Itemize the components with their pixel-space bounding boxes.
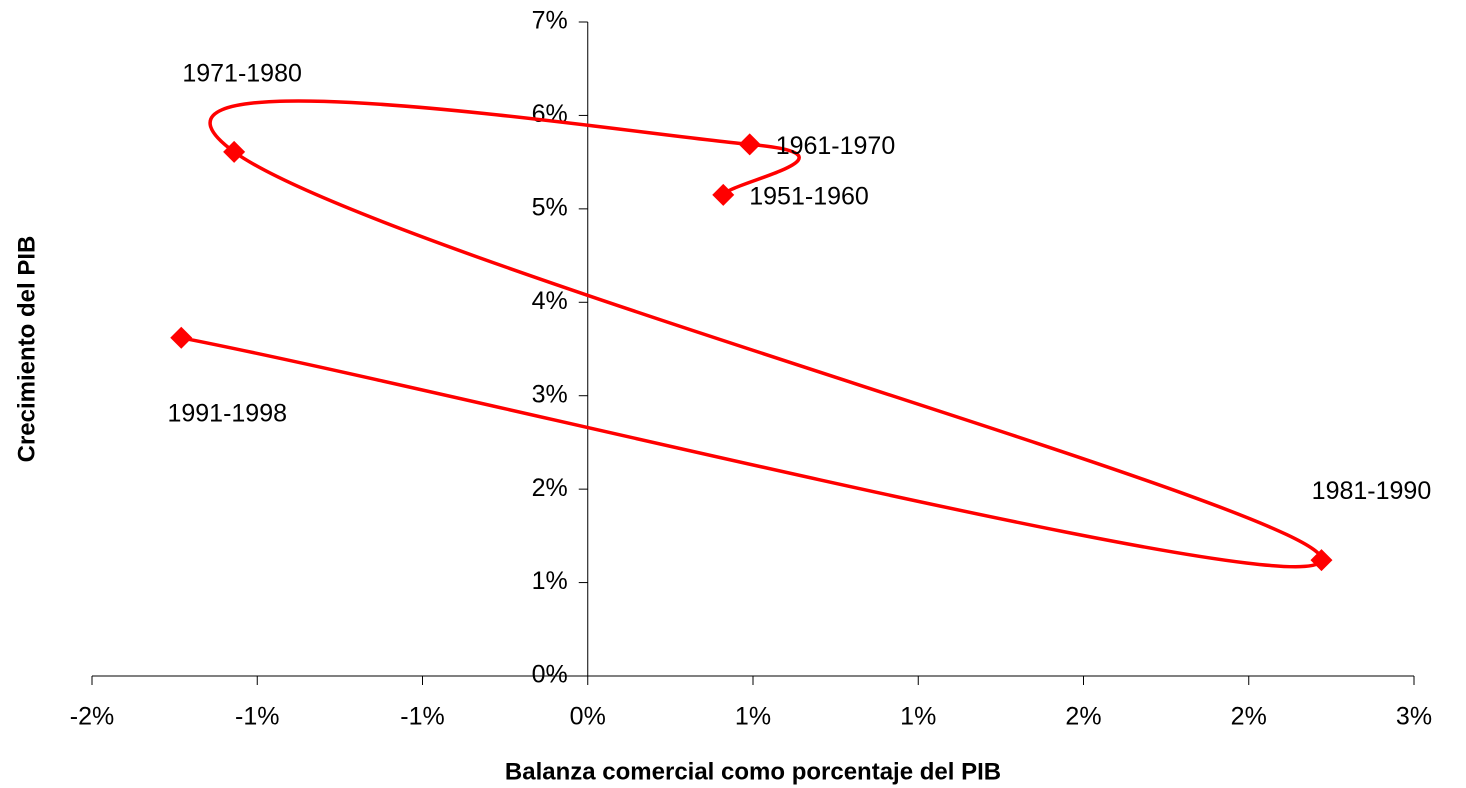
x-tick-label: 2% bbox=[1231, 703, 1267, 731]
point-label: 1991-1998 bbox=[167, 399, 287, 427]
x-tick-label: 1% bbox=[735, 703, 771, 731]
x-tick-label: -1% bbox=[400, 703, 444, 731]
x-tick-label: 1% bbox=[900, 703, 936, 731]
data-point bbox=[1310, 549, 1333, 572]
point-label: 1961-1970 bbox=[776, 132, 896, 160]
series-line bbox=[180, 99, 1324, 569]
x-axis-title: Balanza comercial como porcentaje del PI… bbox=[505, 758, 1001, 785]
x-tick-label: 3% bbox=[1396, 703, 1432, 731]
data-point bbox=[712, 183, 735, 206]
data-point bbox=[738, 133, 761, 156]
y-tick-label: 3% bbox=[532, 380, 568, 408]
x-tick-label: -2% bbox=[70, 703, 114, 731]
y-tick-label: 0% bbox=[532, 661, 568, 689]
point-label: 1981-1990 bbox=[1312, 477, 1432, 505]
data-point bbox=[223, 140, 246, 163]
y-tick-label: 1% bbox=[532, 567, 568, 595]
point-label: 1951-1960 bbox=[749, 182, 869, 210]
y-tick-label: 2% bbox=[532, 474, 568, 502]
x-tick-label: -1% bbox=[235, 703, 279, 731]
y-tick-label: 5% bbox=[532, 193, 568, 221]
y-axis-title: Crecimiento del PIB bbox=[13, 236, 40, 463]
y-tick-label: 7% bbox=[532, 7, 568, 35]
x-tick-label: 0% bbox=[570, 703, 606, 731]
point-label: 1971-1980 bbox=[182, 59, 302, 87]
data-point bbox=[170, 326, 193, 349]
x-tick-label: 2% bbox=[1065, 703, 1101, 731]
y-tick-label: 4% bbox=[532, 287, 568, 315]
